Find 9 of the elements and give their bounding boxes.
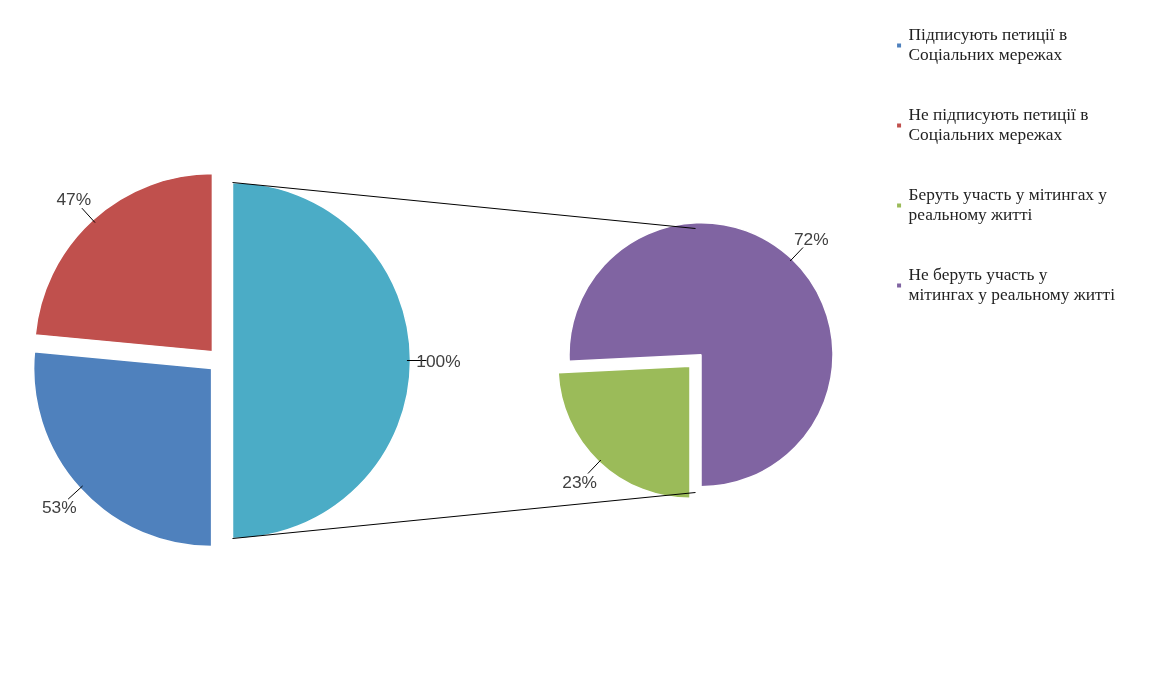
data-label: 23% xyxy=(562,472,598,493)
legend-label: Беруть участь у мітингах у реальному житті xyxy=(908,185,1108,225)
data-label: 100% xyxy=(416,350,461,371)
data-label: 72% xyxy=(793,228,829,249)
legend-label: Підписують петиції в Соціальних мережах xyxy=(908,25,1068,65)
data-label: 53% xyxy=(41,497,77,518)
legend-label: Не беруть участь у мітингах у реальному житті xyxy=(908,265,1115,305)
data-label: 47% xyxy=(56,189,92,210)
legend-label: Не підписують петиції в Соціальних мережах xyxy=(908,105,1089,145)
